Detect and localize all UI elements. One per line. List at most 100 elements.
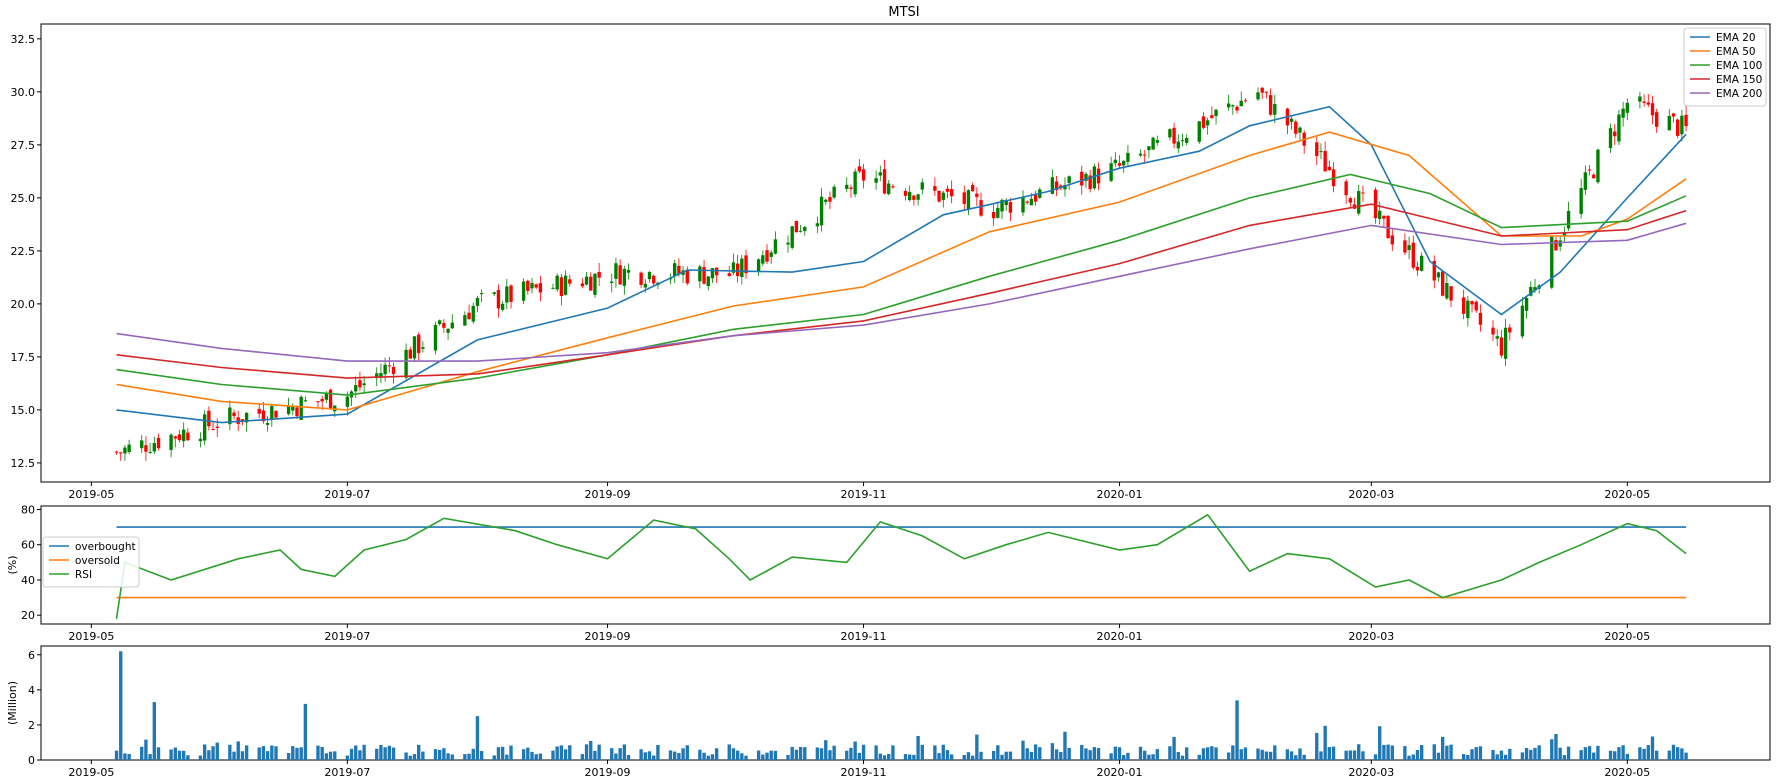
price-y-tick-label: 17.5 <box>11 351 36 364</box>
volume-bar <box>1289 751 1294 760</box>
candle-body <box>1608 128 1613 148</box>
price-y-tick-label: 12.5 <box>11 457 36 470</box>
price-legend: EMA 20 EMA 50 EMA 100 EMA 150 EMA 200 <box>1683 27 1767 107</box>
volume-bar <box>1642 748 1646 760</box>
volume-bar <box>182 750 186 760</box>
candle-body <box>1655 112 1659 127</box>
candle-body <box>387 365 391 367</box>
volume-bar <box>144 739 148 760</box>
volume-bar <box>991 750 996 760</box>
volume-bar <box>1344 750 1348 760</box>
candle-body <box>303 400 308 402</box>
candle-body <box>1155 140 1159 143</box>
volume-bar <box>1122 754 1126 760</box>
candle-body <box>1390 235 1394 245</box>
price-x-tick-label: 2019-09 <box>585 488 631 501</box>
candle-body <box>761 255 765 264</box>
candle-body <box>1344 181 1348 196</box>
candle-body <box>1000 199 1004 212</box>
volume-bar <box>1021 740 1025 760</box>
volume-bar <box>324 753 329 760</box>
volume-bar <box>375 748 379 760</box>
volume-bar <box>295 747 299 760</box>
candle-body <box>467 312 471 320</box>
candle-body <box>908 192 912 201</box>
volume-bar <box>177 750 182 760</box>
price-candles <box>114 86 1688 462</box>
candle-body <box>1420 255 1424 271</box>
candle-body <box>597 272 601 278</box>
rsi-y-tick-label: 60 <box>21 539 35 552</box>
candle-body <box>1239 100 1243 107</box>
candle-body <box>568 279 572 284</box>
ema-200-line <box>116 222 1687 362</box>
candle-body <box>521 281 526 301</box>
volume-y-tick-label: 2 <box>28 719 35 732</box>
volume-bar <box>442 748 446 760</box>
candle-body <box>727 273 731 276</box>
candle-body <box>433 324 438 351</box>
candle-body <box>685 270 689 284</box>
candle-body <box>1675 119 1680 136</box>
volume-bar <box>1059 751 1063 760</box>
candle-body <box>710 268 715 279</box>
candle-body <box>1373 189 1378 219</box>
volume-bar <box>1550 739 1554 760</box>
candle-body <box>740 258 744 278</box>
candle-body <box>1650 103 1655 116</box>
volume-bar <box>1608 750 1613 760</box>
candle-body <box>148 451 152 453</box>
candle-body <box>614 263 618 279</box>
volume-bar <box>437 749 442 760</box>
candle-body <box>903 190 908 196</box>
candle-body <box>1508 327 1512 333</box>
candle-body <box>471 305 475 322</box>
volume-bar <box>559 745 564 760</box>
volume-bar <box>417 744 421 760</box>
volume-bar <box>299 747 303 760</box>
rsi-y-tick-label: 20 <box>21 609 35 622</box>
volume-bar <box>1655 750 1659 760</box>
volume-bar <box>891 745 895 760</box>
candle-body <box>1579 188 1583 214</box>
volume-bar <box>1432 744 1436 760</box>
volume-bar <box>1537 745 1541 760</box>
candle-body <box>933 186 937 191</box>
volume-x-tick-label: 2020-05 <box>1604 766 1650 779</box>
candle-body <box>1449 286 1453 301</box>
candle-body <box>874 178 878 183</box>
volume-bar <box>1331 746 1336 760</box>
volume-bar <box>744 755 748 760</box>
volume-bar <box>1205 747 1210 760</box>
volume-bar <box>1470 749 1474 760</box>
candle-body <box>257 408 261 414</box>
volume-bar <box>1273 745 1277 760</box>
volume-x-tick-label: 2020-03 <box>1348 766 1394 779</box>
volume-bar <box>966 752 971 760</box>
volume-bar <box>538 753 543 760</box>
volume-bar <box>1126 752 1130 760</box>
volume-bar <box>1440 736 1445 760</box>
volume-bar <box>232 751 236 760</box>
volume-bar <box>1063 731 1067 760</box>
candle-body <box>207 410 211 427</box>
candle-body <box>244 412 249 423</box>
volume-bar <box>1533 747 1537 760</box>
volume-bar <box>887 753 891 760</box>
candle-body <box>1226 103 1231 108</box>
volume-bar <box>1579 750 1583 760</box>
candle-body <box>215 426 219 429</box>
volume-bar <box>1373 754 1378 760</box>
volume-bar <box>1403 746 1407 760</box>
candle-body <box>328 389 333 410</box>
candle-body <box>832 186 836 198</box>
volume-bar <box>526 747 530 760</box>
candle-body <box>127 444 131 453</box>
volume-bar <box>698 749 702 760</box>
candle-body <box>1478 312 1483 325</box>
price-legend-entry: EMA 100 <box>1716 60 1762 72</box>
volume-bar <box>832 745 836 760</box>
candle-body <box>156 437 161 449</box>
volume-bar <box>1382 744 1386 760</box>
rsi-x-axis: 2019-05 2019-07 2019-09 2019-11 2020-01 2020-… <box>68 624 1650 643</box>
